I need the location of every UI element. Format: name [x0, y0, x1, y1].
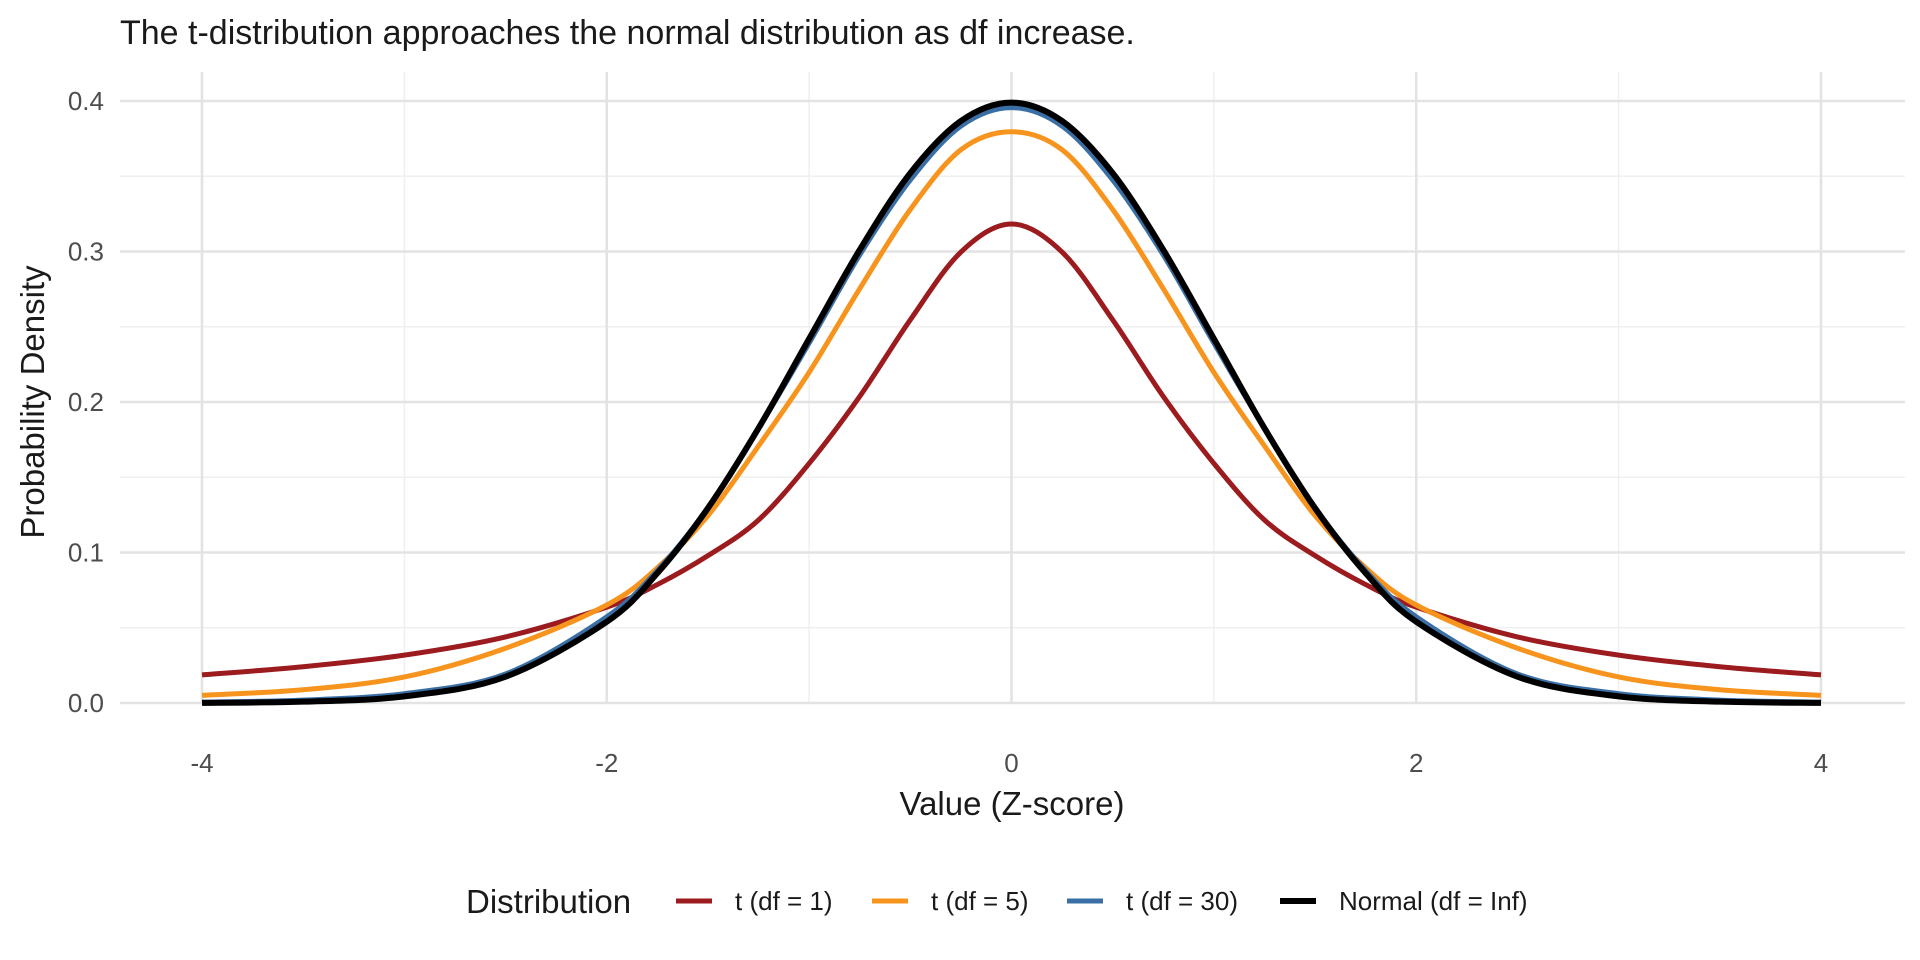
y-tick-label: 0.0	[68, 688, 104, 718]
legend-label: t (df = 5)	[931, 886, 1029, 916]
x-axis-title: Value (Z-score)	[900, 785, 1125, 822]
legend-title: Distribution	[466, 883, 631, 920]
y-tick-label: 0.4	[68, 86, 104, 116]
legend-item: t (df = 1)	[676, 886, 833, 916]
legend-label: Normal (df = Inf)	[1339, 886, 1528, 916]
x-tick-label: 0	[1004, 748, 1018, 778]
x-tick-label: -4	[190, 748, 213, 778]
legend-item: Normal (df = Inf)	[1280, 886, 1528, 916]
major-gridlines	[120, 72, 1905, 705]
series-lines	[201, 99, 1822, 706]
series-line-normal	[201, 99, 1822, 706]
x-tick-label: 4	[1814, 748, 1828, 778]
y-axis-tick-labels: 0.0 0.1 0.2 0.3 0.4	[68, 86, 104, 718]
legend-label: t (df = 30)	[1126, 886, 1238, 916]
x-axis-tick-labels: -4 -2 0 2 4	[190, 748, 1828, 778]
legend-label: t (df = 1)	[735, 886, 833, 916]
series-line-t-df-5	[201, 129, 1822, 698]
y-tick-label: 0.1	[68, 538, 104, 568]
chart-title: The t-distribution approaches the normal…	[120, 14, 1135, 52]
x-tick-label: 2	[1409, 748, 1423, 778]
y-tick-label: 0.2	[68, 387, 104, 417]
legend-item: t (df = 30)	[1067, 886, 1238, 916]
legend: Distribution t (df = 1) t (df = 5) t (df =…	[466, 883, 1528, 920]
y-tick-label: 0.3	[68, 237, 104, 267]
legend-item: t (df = 5)	[872, 886, 1029, 916]
series-line-t-df-30	[201, 105, 1822, 705]
legend-items: t (df = 1) t (df = 5) t (df = 30) Normal (d…	[676, 886, 1528, 916]
x-tick-label: -2	[595, 748, 618, 778]
y-axis-title: Probability Density	[14, 265, 51, 539]
series-line-t-df-1	[201, 221, 1822, 678]
